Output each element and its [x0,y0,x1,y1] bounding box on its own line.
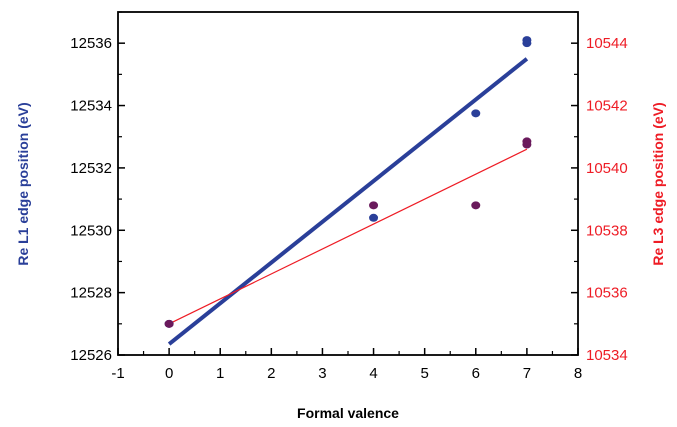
l3-data-point [522,137,532,146]
l1-data-point [471,109,481,118]
left-y-axis-ticks: 12526 12528 12530 12532 12534 12536 [70,11,125,364]
left-y-tick-label: 12532 [70,160,112,177]
x-tick-label: 0 [165,365,173,382]
left-y-tick-label: 12536 [70,35,112,52]
x-tick-label: 1 [216,365,224,382]
left-y-tick-label: 12526 [70,347,112,364]
l3-data-point [164,319,174,328]
left-y-axis-title: Re L1 edge position (eV) [15,102,31,265]
right-y-tick-label: 10536 [586,285,628,302]
x-tick-label: -1 [111,365,124,382]
left-y-tick-label: 12528 [70,285,112,302]
l3-data-point [471,201,481,210]
x-tick-label: 6 [472,365,480,382]
left-y-tick-label: 12530 [70,222,112,239]
right-y-axis-ticks: 10534 10536 10538 10540 10542 10544 [571,11,628,364]
right-y-tick-label: 10542 [586,98,628,115]
left-y-tick-label: 12534 [70,98,112,115]
x-tick-label: 5 [420,365,428,382]
x-tick-label: 8 [574,365,582,382]
right-y-tick-label: 10540 [586,160,628,177]
x-axis-title: Formal valence [297,405,399,421]
right-y-tick-label: 10538 [586,222,628,239]
x-tick-label: 4 [369,365,377,382]
x-tick-label: 7 [523,365,531,382]
right-y-tick-label: 10544 [586,35,628,52]
x-tick-label: 3 [318,365,326,382]
l1-data-point [369,213,379,222]
x-tick-label: 2 [267,365,275,382]
l1-fit-line [167,57,529,346]
plot-frame [117,11,579,356]
l3-fit-line [168,148,528,325]
right-y-tick-label: 10534 [586,347,628,364]
x-axis-ticks: -1 0 1 2 3 4 5 6 7 8 [111,348,582,382]
l3-data-point [369,201,379,210]
series-layer [164,36,532,346]
l1-data-point [522,36,532,45]
right-y-axis-title: Re L3 edge position (eV) [650,102,666,265]
